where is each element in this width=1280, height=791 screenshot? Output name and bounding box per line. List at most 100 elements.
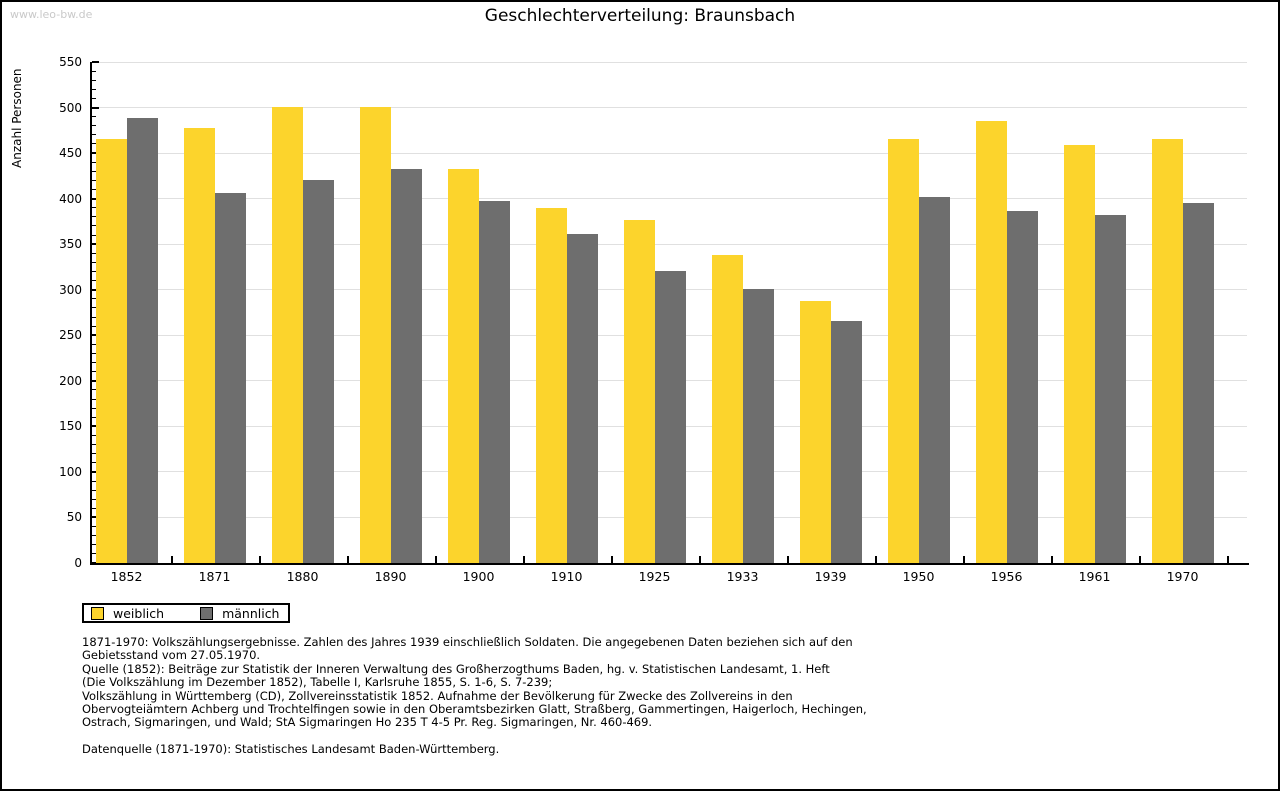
y-minor-tick (92, 298, 96, 300)
y-minor-tick (92, 352, 96, 354)
bar-weiblich-1956 (975, 121, 1007, 563)
y-minor-tick (92, 88, 96, 90)
y-tick-label: 100 (59, 464, 82, 479)
x-tick (346, 556, 349, 563)
x-tick-label: 1956 (990, 569, 1023, 584)
y-minor-tick (92, 343, 96, 345)
y-minor-tick (92, 489, 96, 491)
x-tick-label: 1910 (550, 569, 583, 584)
y-minor-tick (92, 307, 96, 309)
x-tick (962, 556, 965, 563)
bar-maennlich-1939 (830, 320, 862, 563)
gridline (92, 198, 1247, 200)
y-minor-tick (92, 280, 96, 282)
bar-maennlich-1961 (1094, 215, 1126, 563)
datasource-note: Datenquelle (1871-1970): Statistisches L… (82, 741, 500, 756)
legend-item-maennlich: männlich (200, 606, 279, 621)
y-minor-tick (92, 407, 96, 409)
bar-maennlich-1956 (1006, 211, 1038, 563)
x-tick (522, 556, 525, 563)
y-minor-tick (92, 398, 96, 400)
y-tick-label: 500 (59, 100, 82, 115)
y-minor-tick (92, 189, 96, 191)
y-minor-tick (92, 526, 96, 528)
y-minor-tick (92, 271, 96, 272)
bar-weiblich-1880 (271, 106, 303, 563)
y-axis-label: Anzahl Personen (10, 68, 24, 168)
footnote-line: (Die Volkszählung im Dezember 1852), Tab… (82, 675, 553, 690)
watermark: www.leo-bw.de (10, 8, 93, 21)
bar-weiblich-1970 (1151, 139, 1183, 563)
y-minor-tick (92, 70, 96, 72)
x-tick-label: 1880 (286, 569, 319, 584)
y-minor-tick (92, 225, 96, 227)
x-tick (874, 556, 877, 563)
x-tick-label: 1933 (726, 569, 759, 584)
y-minor-tick (92, 416, 96, 418)
y-minor-tick (92, 553, 96, 555)
y-tick (92, 106, 99, 109)
bar-weiblich-1871 (183, 127, 215, 563)
legend-label-maennlich: männlich (222, 605, 280, 621)
y-tick-label: 150 (59, 419, 82, 434)
y-tick-label: 450 (59, 146, 82, 161)
legend: weiblich männlich (82, 603, 290, 623)
y-minor-tick (92, 116, 96, 118)
footnotes: 1871-1970: Volkszählungsergebnisse. Zahl… (82, 635, 1202, 756)
gridline (92, 107, 1247, 109)
bar-maennlich-1900 (478, 201, 510, 563)
bar-maennlich-1910 (566, 234, 598, 563)
y-minor-tick (92, 316, 96, 318)
chart-title: Geschlechterverteilung: Braunsbach (484, 6, 796, 26)
footnote-line: Gebietsstand vom 27.05.1970. (82, 648, 261, 663)
y-minor-tick (92, 79, 96, 81)
footnote-line: Quelle (1852): Beiträge zur Statistik de… (82, 661, 830, 676)
y-minor-tick (92, 234, 96, 236)
bar-weiblich-1933 (711, 255, 743, 563)
y-minor-tick (92, 453, 96, 455)
y-minor-tick (92, 134, 96, 136)
footnote-line: 1871-1970: Volkszählungsergebnisse. Zahl… (82, 635, 853, 649)
x-tick (786, 556, 789, 563)
x-axis-line (90, 563, 1249, 565)
bar-maennlich-1933 (742, 288, 774, 563)
y-minor-tick (92, 462, 96, 464)
y-minor-tick (92, 125, 96, 127)
x-tick-label: 1900 (462, 569, 495, 584)
x-tick-label: 1970 (1166, 569, 1199, 584)
x-tick-label: 1852 (110, 569, 143, 584)
x-tick (1226, 556, 1229, 563)
bar-maennlich-1925 (654, 270, 686, 563)
y-minor-tick (92, 544, 96, 546)
y-minor-tick (92, 161, 96, 163)
bar-weiblich-1939 (799, 300, 831, 563)
footnote-line: Ostrach, Sigmaringen, und Wald; StA Sigm… (82, 715, 653, 730)
x-tick (1050, 556, 1053, 563)
y-minor-tick (92, 170, 96, 172)
x-tick (1138, 556, 1141, 563)
y-tick-label: 350 (59, 237, 82, 252)
gridline (92, 243, 1247, 245)
x-tick (170, 556, 173, 563)
bar-weiblich-1900 (447, 168, 479, 563)
y-minor-tick (92, 216, 96, 218)
y-minor-tick (92, 362, 96, 364)
x-tick (258, 556, 261, 563)
x-tick-label: 1925 (638, 569, 671, 584)
y-minor-tick (92, 261, 96, 263)
bar-weiblich-1961 (1063, 144, 1095, 563)
bar-weiblich-1925 (623, 219, 655, 563)
x-tick-label: 1961 (1078, 569, 1111, 584)
x-tick (698, 556, 701, 563)
y-minor-tick (92, 371, 96, 373)
y-minor-tick (92, 207, 96, 209)
legend-swatch-weiblich-icon (91, 606, 104, 620)
footnote-line: Obervogteiämtern Achberg und Trochtelfin… (82, 702, 867, 717)
y-minor-tick (92, 480, 96, 482)
bar-weiblich-1852 (95, 139, 127, 563)
y-minor-tick (92, 434, 96, 436)
x-tick-label: 1939 (814, 569, 847, 584)
y-tick-label: 400 (59, 191, 82, 206)
bar-weiblich-1910 (535, 207, 567, 563)
bar-maennlich-1880 (302, 179, 334, 563)
